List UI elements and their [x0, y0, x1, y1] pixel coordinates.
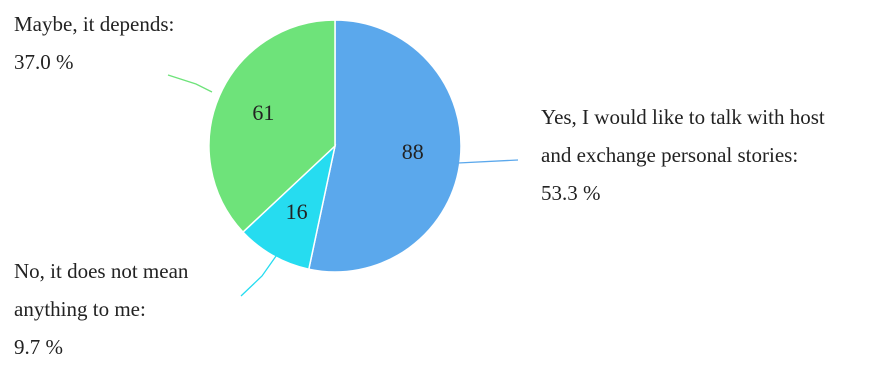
- pie-slice-0: [307, 19, 462, 273]
- leader-lines: [167, 74, 519, 297]
- slice-value-labels: 88 16 61: [252, 100, 423, 224]
- outer-label-1-line-0: No, it does not mean: [14, 259, 189, 283]
- outer-label-2-line-0: Maybe, it depends:: [14, 12, 174, 36]
- outer-label-0-line-0: Yes, I would like to talk with host: [541, 105, 825, 129]
- leader-line-0: [457, 159, 519, 164]
- pie-slice-2: [208, 19, 336, 234]
- slice-value-label-0: 88: [402, 139, 424, 164]
- leader-line-1: [240, 248, 282, 297]
- outer-label-1-percent: 9.7 %: [14, 335, 63, 359]
- leader-line-2: [167, 74, 213, 93]
- slice-value-label-2: 61: [252, 100, 274, 125]
- pie-slices: [208, 19, 462, 273]
- pie-slice-1: [241, 143, 337, 271]
- outer-label-1-line-1: anything to me:: [14, 297, 146, 321]
- outer-labels: Yes, I would like to talk with host and e…: [14, 12, 825, 359]
- outer-label-0-percent: 53.3 %: [541, 181, 601, 205]
- outer-label-2-percent: 37.0 %: [14, 50, 74, 74]
- outer-label-0-line-1: and exchange personal stories:: [541, 143, 798, 167]
- slice-value-label-1: 16: [286, 199, 308, 224]
